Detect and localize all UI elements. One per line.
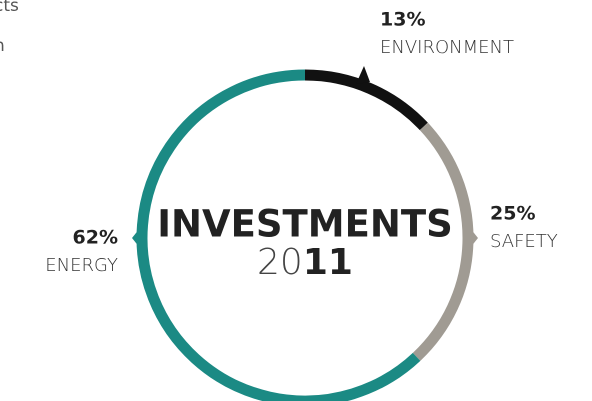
- year-light: 20: [257, 242, 303, 283]
- center-title: INVESTMENTS: [157, 203, 452, 246]
- donut-segment: [136, 69, 421, 401]
- category-label: SAFETY: [490, 231, 558, 252]
- donut-segment: [304, 69, 428, 131]
- cut-text: n: [0, 36, 5, 56]
- value-label: 13%: [380, 9, 425, 31]
- value-label: 62%: [73, 227, 118, 249]
- pointer: [132, 228, 140, 248]
- year-bold: 11: [303, 242, 353, 283]
- pointer: [470, 228, 478, 248]
- donut-segment: [412, 122, 474, 361]
- center-year: 2011: [257, 242, 353, 283]
- category-label: ENERGY: [45, 255, 118, 276]
- pointer: [356, 66, 370, 84]
- cut-text: cts: [0, 0, 19, 16]
- value-label: 25%: [490, 203, 535, 225]
- category-label: ENVIRONMENT: [380, 37, 514, 58]
